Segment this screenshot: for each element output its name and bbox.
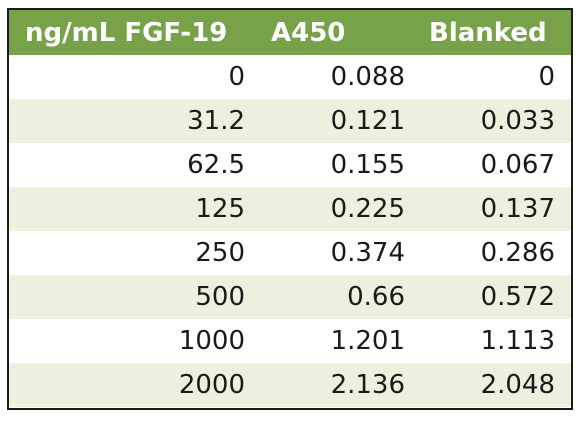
fgf19-absorbance-table: ng/mL FGF-19 A450 Blanked 0 0.088 0 31.2… [9, 10, 571, 407]
header-concentration: ng/mL FGF-19 [25, 17, 228, 48]
cell-blanked: 0.033 [480, 106, 555, 136]
table-row: 62.5 0.155 0.067 [9, 143, 571, 187]
cell-blanked: 0.572 [480, 282, 555, 312]
cell-a450: 0.374 [330, 238, 405, 268]
cell-blanked: 0.067 [480, 150, 555, 180]
cell-a450: 2.136 [330, 370, 405, 400]
header-row: ng/mL FGF-19 A450 Blanked [9, 10, 571, 55]
cell-concentration: 31.2 [187, 106, 245, 136]
cell-blanked: 1.113 [480, 326, 555, 356]
table-row: 500 0.66 0.572 [9, 275, 571, 319]
cell-a450: 0.225 [330, 194, 405, 224]
cell-a450: 0.66 [347, 282, 405, 312]
cell-a450: 1.201 [330, 326, 405, 356]
cell-concentration: 2000 [178, 370, 245, 400]
table-row: 250 0.374 0.286 [9, 231, 571, 275]
table-row: 0 0.088 0 [9, 55, 571, 99]
cell-blanked: 0 [538, 62, 555, 92]
cell-concentration: 62.5 [187, 150, 245, 180]
table-header: ng/mL FGF-19 A450 Blanked [9, 10, 571, 55]
cell-blanked: 0.137 [480, 194, 555, 224]
table-row: 2000 2.136 2.048 [9, 363, 571, 407]
cell-a450: 0.088 [330, 62, 405, 92]
cell-concentration: 250 [195, 238, 245, 268]
cell-concentration: 500 [195, 282, 245, 312]
data-table-container: ng/mL FGF-19 A450 Blanked 0 0.088 0 31.2… [7, 8, 573, 410]
header-blanked: Blanked [429, 17, 547, 48]
header-a450: A450 [271, 17, 346, 48]
table-row: 125 0.225 0.137 [9, 187, 571, 231]
cell-blanked: 2.048 [480, 370, 555, 400]
cell-a450: 0.155 [330, 150, 405, 180]
table-body: 0 0.088 0 31.2 0.121 0.033 62.5 0.155 0.… [9, 55, 571, 407]
cell-concentration: 125 [195, 194, 245, 224]
cell-concentration: 1000 [178, 326, 245, 356]
cell-concentration: 0 [228, 62, 245, 92]
cell-a450: 0.121 [330, 106, 405, 136]
table-row: 31.2 0.121 0.033 [9, 99, 571, 143]
table-row: 1000 1.201 1.113 [9, 319, 571, 363]
cell-blanked: 0.286 [480, 238, 555, 268]
